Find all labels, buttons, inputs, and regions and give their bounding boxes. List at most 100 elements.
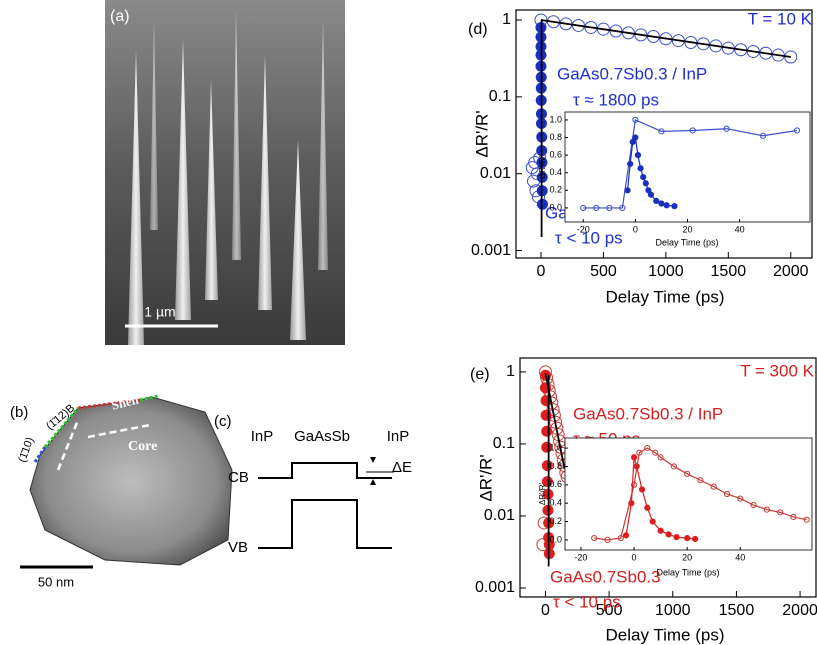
data-point	[759, 132, 767, 139]
data-point	[673, 534, 680, 541]
annotation: GaAs0.7Sb0.3	[550, 567, 661, 586]
data-point	[803, 516, 810, 523]
data-point	[633, 463, 640, 470]
panel-label: (e)	[470, 366, 490, 383]
data-point	[627, 160, 634, 168]
band-label: CB	[228, 469, 249, 486]
x-tick-label: 40	[735, 224, 745, 234]
x-axis-label: Delay Time (ps)	[605, 287, 724, 306]
fit-line	[540, 19, 791, 58]
panel-label: (b)	[10, 404, 28, 421]
panel-label: (a)	[110, 8, 130, 25]
y-tick-label: 0.001	[471, 242, 511, 259]
data-point	[630, 481, 638, 488]
y-tick-label: 1.0	[549, 442, 562, 452]
data-point	[640, 174, 647, 181]
x-axis-label: Delay Time (ps)	[655, 237, 718, 247]
y-tick-label: 0.01	[480, 165, 511, 182]
x-tick-label: -20	[577, 224, 590, 234]
x-axis-label: Delay Time (ps)	[656, 567, 719, 577]
facet-label: (1̄10)	[16, 436, 36, 464]
data-point	[684, 470, 691, 477]
data-point	[665, 531, 672, 538]
x-tick-label: 0	[633, 224, 638, 234]
material-label: GaAsSb	[294, 428, 350, 445]
data-point	[723, 490, 731, 498]
panel-label: (d)	[468, 21, 488, 38]
y-tick-label: 0.2	[549, 516, 562, 526]
data-point	[632, 116, 639, 124]
data-point	[657, 527, 664, 534]
data-point	[644, 504, 651, 511]
data-point	[723, 125, 730, 132]
data-point	[684, 534, 691, 542]
data-point	[793, 127, 801, 134]
axes-frame	[515, 9, 813, 259]
annotation: τ ≈ 1800 ps	[573, 90, 659, 109]
data-point	[689, 127, 696, 134]
y-tick-label: 0.1	[489, 88, 511, 105]
data-point	[540, 409, 552, 421]
y-axis-label: ΔR'/R'	[538, 155, 547, 178]
y-tick-label: 0.0	[549, 202, 562, 212]
data-point	[692, 535, 699, 543]
data-point	[644, 444, 651, 452]
data-point	[541, 425, 553, 437]
y-tick-label: 0.0	[549, 534, 562, 544]
band-diagram	[258, 457, 394, 549]
y-tick-label: 1	[506, 363, 515, 380]
material-label: InP	[387, 428, 410, 445]
data-point	[658, 128, 665, 135]
y-tick-label: 0.8	[549, 132, 562, 142]
scale-bar-label: 50 nm	[38, 574, 74, 589]
y-tick-label: 0.4	[549, 498, 562, 508]
band-label: VB	[228, 539, 248, 556]
x-tick-label: 500	[590, 263, 617, 280]
data-point	[670, 463, 677, 470]
annotation: τ < 10 ps	[553, 592, 621, 611]
data-point	[636, 449, 643, 456]
series-line	[594, 447, 807, 541]
data-point	[606, 204, 613, 212]
y-tick-label: 0.8	[549, 461, 562, 471]
y-tick-label: 0.6	[549, 479, 562, 489]
y-tick-label: 0.6	[549, 149, 562, 159]
y-axis-label: ΔR'/R'	[476, 454, 495, 501]
x-axis-label: Delay Time (ps)	[605, 625, 724, 644]
data-point	[593, 204, 600, 212]
axes-frame	[564, 111, 811, 223]
data-point	[637, 165, 644, 172]
data-point	[632, 134, 639, 141]
annotation: GaAs0.7Sb0.3 / InP	[573, 404, 723, 423]
core-label: Core	[128, 439, 157, 454]
x-tick-label: 0	[541, 602, 550, 619]
x-tick-label: -20	[574, 552, 587, 562]
scale-bar-label: 1 µm	[144, 304, 175, 320]
y-tick-label: 0.01	[484, 507, 515, 524]
x-tick-label: 1000	[648, 263, 684, 280]
data-point	[629, 138, 636, 146]
data-point	[663, 202, 670, 209]
data-point	[697, 477, 704, 484]
x-tick-label: 40	[735, 552, 745, 562]
data-point	[622, 532, 630, 539]
data-point	[710, 483, 717, 490]
material-label: InP	[251, 428, 274, 445]
x-tick-label: 2000	[773, 263, 809, 280]
axes-frame	[564, 437, 813, 551]
data-point	[638, 486, 646, 493]
data-point	[617, 534, 624, 542]
x-tick-label: 1500	[711, 263, 747, 280]
y-tick-label: 1	[502, 11, 511, 28]
data-point	[737, 495, 744, 502]
sem-image	[105, 0, 345, 345]
data-point	[591, 534, 598, 542]
tem-image	[20, 394, 233, 569]
axes-frame	[519, 357, 817, 598]
panel-label: (c)	[214, 413, 232, 430]
data-point	[652, 449, 659, 456]
data-point	[653, 197, 660, 204]
data-point	[645, 187, 652, 194]
x-tick-label: 0	[632, 552, 637, 562]
